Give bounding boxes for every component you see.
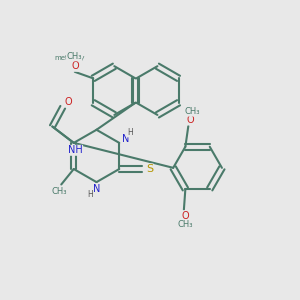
Text: O: O <box>64 97 72 107</box>
Text: O: O <box>182 211 189 221</box>
Text: O: O <box>186 115 194 125</box>
Text: CH₃: CH₃ <box>51 187 67 196</box>
Text: O: O <box>72 61 79 71</box>
Text: N: N <box>122 134 130 144</box>
Text: CH₃: CH₃ <box>178 220 193 229</box>
Text: S: S <box>146 164 153 174</box>
Text: H: H <box>87 190 93 199</box>
Text: NH: NH <box>68 145 82 155</box>
Text: CH₃: CH₃ <box>67 52 82 61</box>
Text: O: O <box>71 62 78 71</box>
Text: CH₃: CH₃ <box>184 107 200 116</box>
Text: H: H <box>128 128 133 137</box>
Text: methoxy: methoxy <box>54 55 85 61</box>
Text: N: N <box>93 184 100 194</box>
